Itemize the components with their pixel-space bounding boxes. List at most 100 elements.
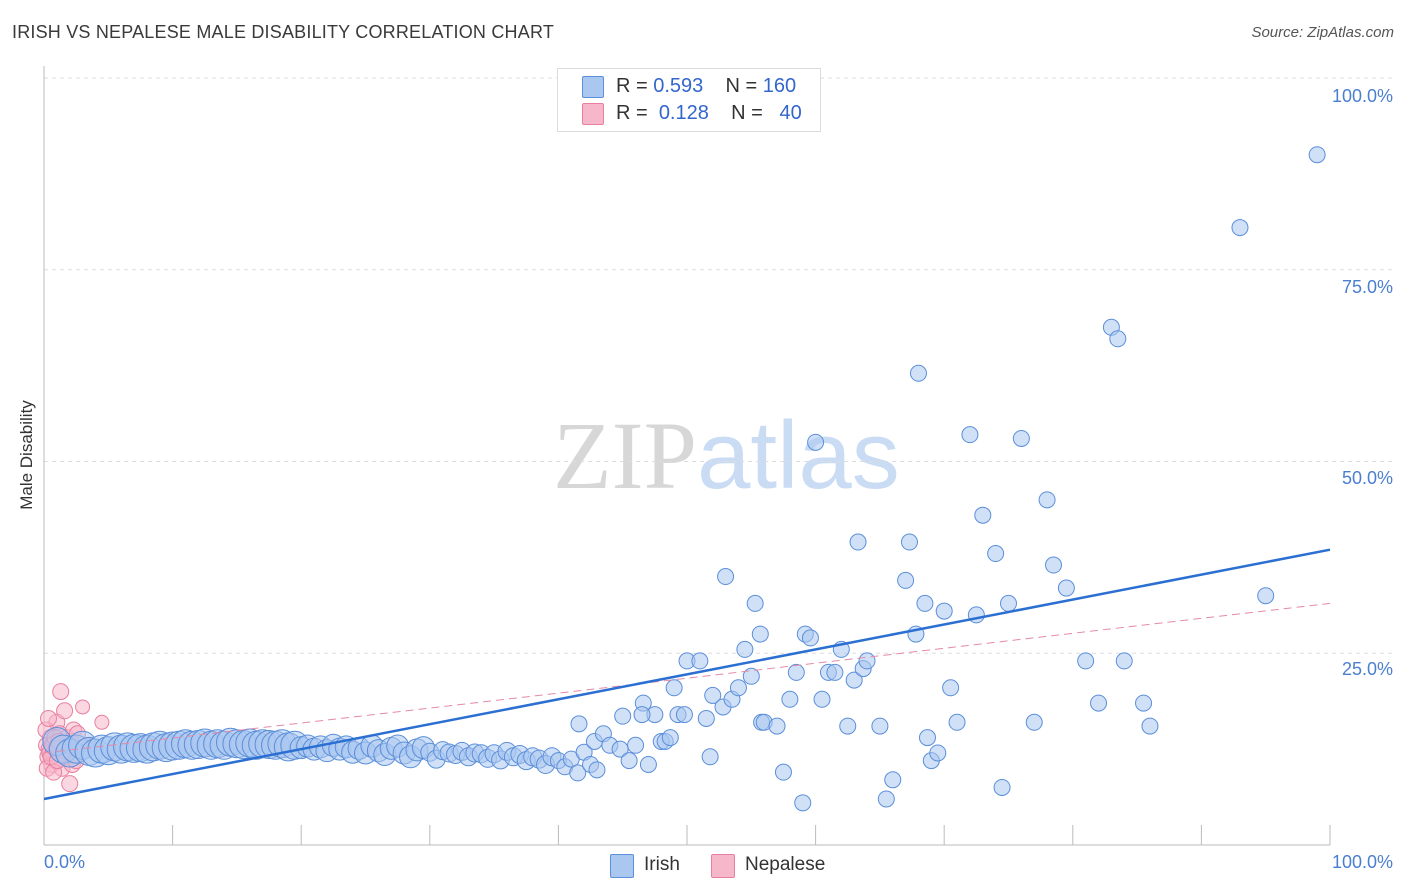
irish-point [701,748,719,766]
irish-point [614,707,632,725]
irish-point [1090,694,1108,712]
irish-point [884,771,902,789]
irish-point [1109,330,1127,348]
irish-point [787,663,805,681]
irish-point [813,690,831,708]
r-label: R = [616,75,648,97]
irish-point [1025,713,1043,731]
irish-point [781,690,799,708]
y-tick-label: 100.0% [1331,86,1393,106]
irish-point [871,717,889,735]
n-label: N = [725,75,758,97]
irish-point [961,426,979,444]
irish-point [877,790,895,808]
irish-point [974,506,992,524]
irish-point [1135,694,1153,712]
nepalese-legend-swatch [711,854,735,878]
y-tick-label: 75.0% [1341,277,1393,297]
irish-point [675,706,693,724]
irish-point [987,545,1005,563]
irish-point [897,571,915,589]
watermark-zip: ZIP [553,402,697,509]
n-value: 160 [762,75,797,97]
nepalese-trend-line [43,602,1331,754]
irish-point [849,533,867,551]
irish-point [1012,429,1030,447]
irish-point [729,679,747,697]
irish-point [993,778,1011,796]
irish-point [620,752,638,770]
irish-point [569,764,587,782]
irish-point [807,433,825,451]
irish-point [916,594,934,612]
irish-point [1115,652,1133,670]
nepalese-point [52,683,70,701]
watermark: ZIPatlas [553,400,900,511]
irish-point [697,709,715,727]
stats-box: R = 0.593 N = 160 R = 0.128 N = 40 [557,68,821,132]
legend: Irish Nepalese [0,852,1406,878]
irish-point [1057,579,1075,597]
watermark-atlas: atlas [697,402,900,509]
irish-point [774,763,792,781]
irish-point [736,640,754,658]
irish-point [1141,717,1159,735]
irish-point [1257,587,1275,605]
irish-point [801,629,819,647]
stats-text-nepalese: R = 0.128 N = 40 [616,100,802,126]
irish-point [1077,652,1095,670]
r-label: R = [616,102,648,124]
irish-point [935,602,953,620]
nepalese-point [40,709,58,727]
irish-trend-line [43,548,1331,801]
irish-legend-swatch [610,854,634,878]
irish-point [768,717,786,735]
irish-point [751,625,769,643]
legend-label-irish: Irish [644,854,680,875]
y-tick-label: 50.0% [1341,468,1393,488]
irish-point [858,652,876,670]
irish-point [639,755,657,773]
r-value: 0.593 [653,75,704,97]
irish-point [948,713,966,731]
irish-point [717,568,735,586]
irish-point [900,533,918,551]
r-value: 0.128 [658,102,709,124]
chart-title: IRISH VS NEPALESE MALE DISABILITY CORREL… [12,22,555,42]
irish-point [704,686,722,704]
stats-text-irish: R = 0.593 N = 160 [616,73,796,99]
irish-point [661,729,679,747]
irish-point [1038,491,1056,509]
irish-point [909,364,927,382]
irish-point [1000,594,1017,612]
irish-point [826,663,844,681]
legend-label-nepalese: Nepalese [745,854,826,875]
irish-point [1045,556,1063,574]
irish-point [929,744,947,762]
source-label: Source: ZipAtlas.com [1251,24,1394,41]
irish-point [665,679,683,697]
irish-point [588,761,606,779]
irish-point [746,594,764,612]
irish-point [942,679,960,697]
y-tick-label: 25.0% [1341,659,1393,679]
nepalese-swatch [582,103,604,125]
nepalese-point [94,714,110,730]
irish-point [918,729,936,747]
irish-point [1231,219,1249,237]
nepalese-point [75,699,91,715]
n-value: 40 [779,102,802,124]
x-tick-label-max: 100.0% [1331,852,1393,872]
irish-point [627,736,645,754]
nepalese-point [56,702,74,720]
nepalese-point [61,775,79,793]
irish-point [839,717,857,735]
irish-point [742,667,760,685]
irish-point [1308,146,1326,164]
n-label: N = [731,102,763,124]
irish-point [794,794,812,812]
irish-point [633,706,651,724]
irish-point [570,715,588,733]
irish-point [845,671,863,689]
